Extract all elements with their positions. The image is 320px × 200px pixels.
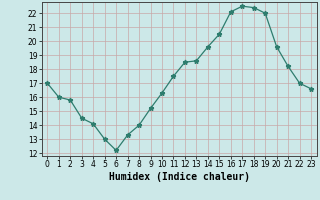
X-axis label: Humidex (Indice chaleur): Humidex (Indice chaleur) [109, 172, 250, 182]
